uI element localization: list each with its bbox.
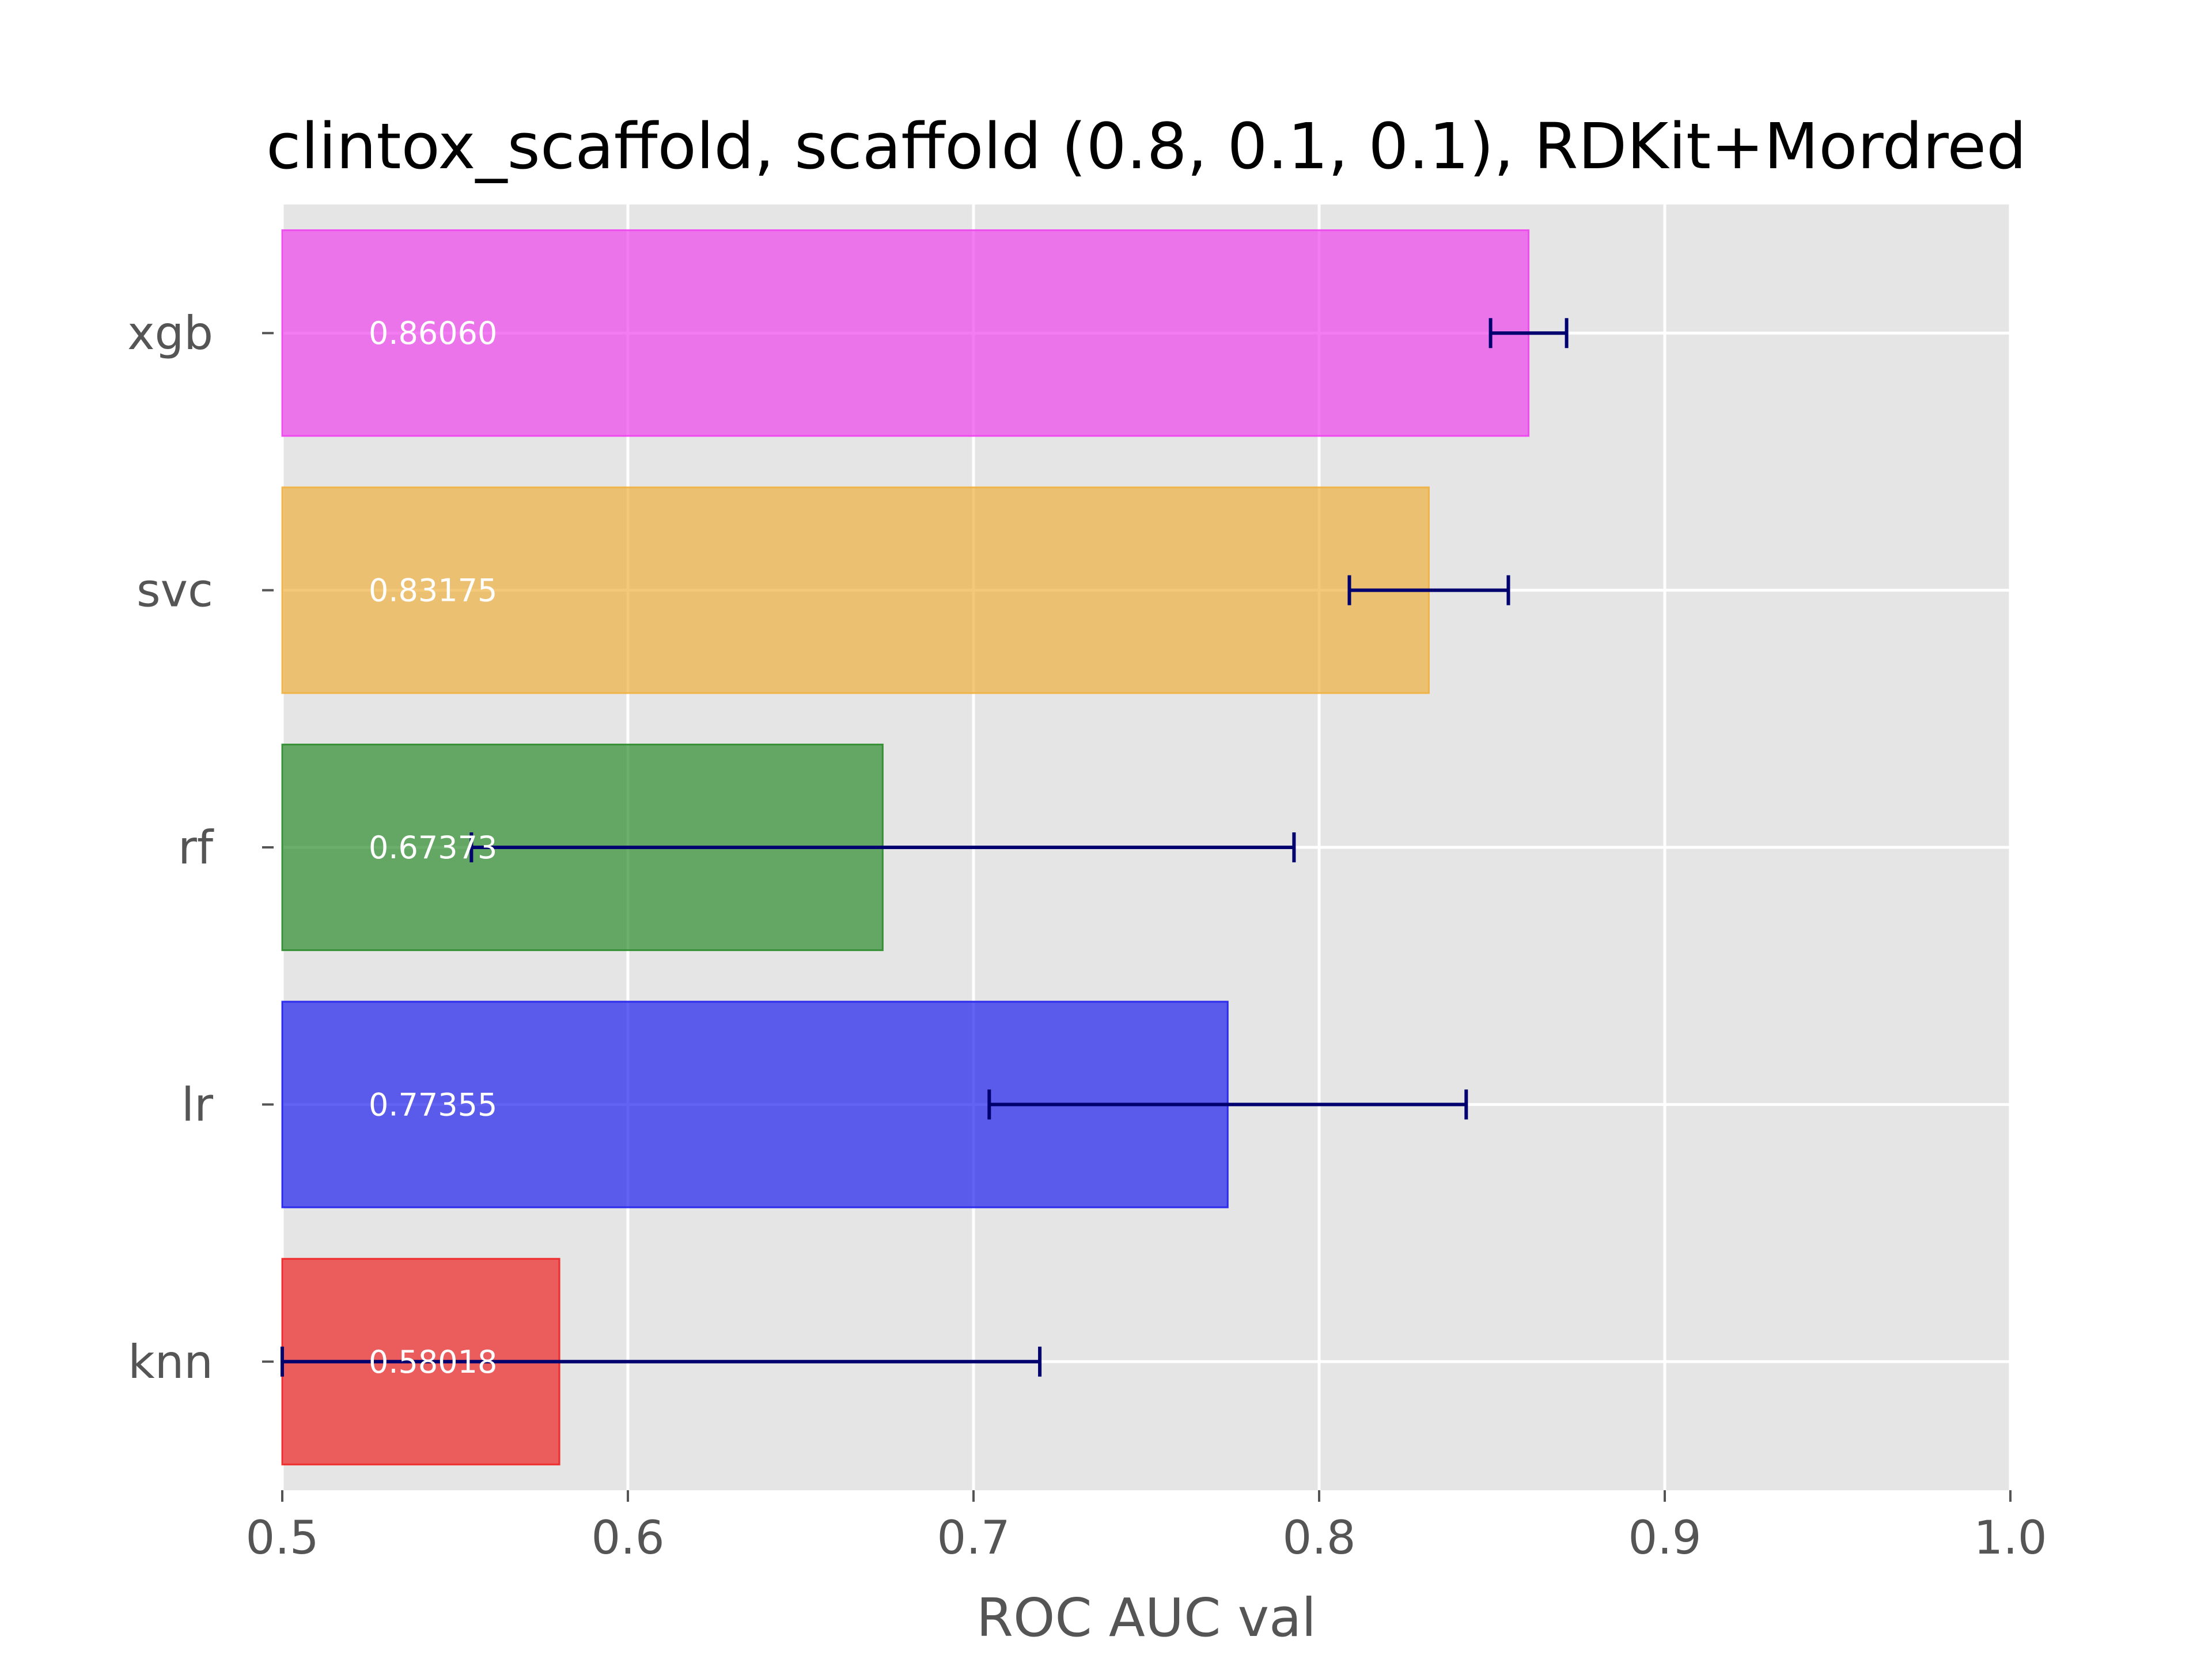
y-tick-label-lr: lr xyxy=(181,1078,213,1131)
x-tick-label: 1.0 xyxy=(1974,1511,2047,1565)
x-tick-label: 0.6 xyxy=(591,1511,664,1565)
x-tick-label: 0.9 xyxy=(1628,1511,1701,1565)
value-label-svc: 0.83175 xyxy=(369,573,497,609)
error-bar-layer xyxy=(281,318,1569,1377)
chart-title: clintox_scaffold, scaffold (0.8, 0.1, 0.… xyxy=(266,109,2027,183)
x-tick-layer: 0.5 0.6 0.7 0.8 0.9 1.0 xyxy=(245,1490,2047,1565)
value-label-xgb: 0.86060 xyxy=(369,315,497,351)
value-label-rf: 0.67373 xyxy=(369,830,497,866)
y-tick-label-xgb: xgb xyxy=(127,306,213,360)
x-tick-label: 0.5 xyxy=(245,1511,319,1565)
value-label-knn: 0.58018 xyxy=(369,1344,497,1380)
y-tick-label-knn: knn xyxy=(128,1335,213,1389)
y-tick-layer: xgb svc rf lr knn xyxy=(127,306,274,1389)
value-label-lr: 0.77355 xyxy=(369,1086,497,1123)
y-tick-label-rf: rf xyxy=(178,821,214,874)
x-axis-label: ROC AUC val xyxy=(976,1587,1316,1649)
value-label-layer: 0.86060 0.83175 0.67373 0.77355 0.58018 xyxy=(369,315,497,1380)
y-tick-label-svc: svc xyxy=(137,564,213,618)
x-tick-label: 0.8 xyxy=(1282,1511,1355,1565)
x-tick-label: 0.7 xyxy=(937,1511,1010,1565)
bar-xgb xyxy=(281,229,1530,437)
